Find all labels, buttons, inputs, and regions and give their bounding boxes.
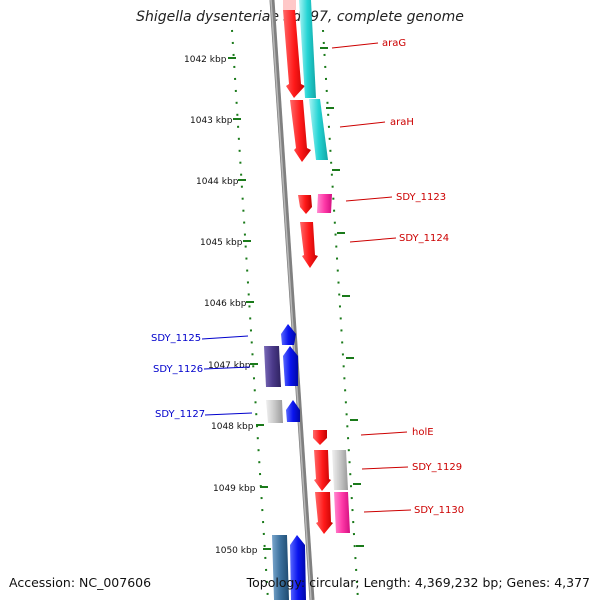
gene-feature-purple[interactable] <box>264 346 281 387</box>
gene-feature-pink[interactable] <box>317 194 332 213</box>
gene-label-sdy1126[interactable]: SDY_1126 <box>153 364 203 375</box>
gene-feature-red[interactable] <box>314 450 331 491</box>
gene-label-sdy1124[interactable]: SDY_1124 <box>399 233 449 244</box>
tick-1046: 1046 kbp <box>204 299 254 309</box>
tick-label: 1044 kbp <box>196 177 239 187</box>
gene-feature-blue[interactable] <box>283 346 298 386</box>
gene-feature-red[interactable] <box>313 430 327 445</box>
accession-text: Accession: NC_007606 <box>9 575 152 590</box>
outer-tick-group <box>320 47 364 547</box>
tick-group: 1042 kbp 1043 kbp 1044 kbp 1045 kbp 1046… <box>184 55 271 556</box>
tick-1049: 1049 kbp <box>213 484 268 494</box>
gene-feature-blue[interactable] <box>290 535 306 600</box>
gene-feature-faded-red[interactable] <box>283 0 296 10</box>
genome-backbone <box>269 0 315 600</box>
tick-label: 1045 kbp <box>200 238 243 248</box>
gene-feature-pink[interactable] <box>334 492 350 533</box>
tick-label: 1050 kbp <box>215 546 258 556</box>
tick-label: 1042 kbp <box>184 55 227 65</box>
gene-label-holE[interactable]: holE <box>412 427 434 438</box>
gene-feature-cyan[interactable] <box>299 0 316 98</box>
tick-1044: 1044 kbp <box>196 177 246 187</box>
gene-feature-cyan[interactable] <box>309 99 328 160</box>
gene-label-araH[interactable]: araH <box>390 117 414 128</box>
gene-feature-red[interactable] <box>290 100 311 162</box>
gene-label-araG[interactable]: araG <box>382 38 406 49</box>
tick-label: 1048 kbp <box>211 422 254 432</box>
gene-label-sdy1125[interactable]: SDY_1125 <box>151 333 201 344</box>
tick-1047: 1047 kbp <box>208 361 258 371</box>
gene-label-sdy1127[interactable]: SDY_1127 <box>155 409 205 420</box>
topology-text: Topology: circular; Length: 4,369,232 bp… <box>246 575 590 590</box>
tick-1042: 1042 kbp <box>184 55 236 65</box>
gene-feature-steel[interactable] <box>272 535 289 600</box>
gene-feature-blue[interactable] <box>281 324 296 345</box>
gene-label-sdy1123[interactable]: SDY_1123 <box>396 192 446 203</box>
backbone-highlight <box>270 0 312 600</box>
gene-label-sdy1129[interactable]: SDY_1129 <box>412 462 462 473</box>
gene-feature-red[interactable] <box>300 222 318 268</box>
tick-label: 1046 kbp <box>204 299 247 309</box>
tick-label: 1047 kbp <box>208 361 251 371</box>
inner-guide-dots <box>231 29 269 600</box>
gene-feature-red[interactable] <box>315 492 333 534</box>
connector-lines <box>201 42 412 513</box>
gene-feature-grey[interactable] <box>266 400 283 423</box>
tick-1048: 1048 kbp <box>211 422 264 432</box>
tick-label: 1049 kbp <box>213 484 256 494</box>
gene-feature-red[interactable] <box>298 195 312 214</box>
gene-feature-blue[interactable] <box>286 400 300 422</box>
gene-feature-red[interactable] <box>283 10 305 98</box>
tick-label: 1043 kbp <box>190 116 233 126</box>
tick-1045: 1045 kbp <box>200 238 251 248</box>
gene-label-sdy1130[interactable]: SDY_1130 <box>414 505 464 516</box>
tick-1050: 1050 kbp <box>215 546 271 556</box>
genome-title: Shigella dysenteriae Sd197, complete gen… <box>136 9 464 25</box>
tick-1043: 1043 kbp <box>190 116 241 126</box>
gene-feature-grey[interactable] <box>332 450 348 490</box>
